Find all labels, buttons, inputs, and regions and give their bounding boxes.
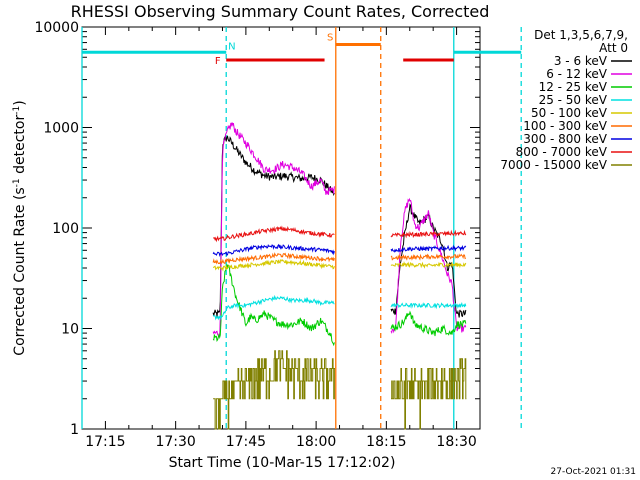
- series-line-8-seg1: [212, 225, 335, 243]
- x-tick-label: 18:15: [366, 434, 406, 450]
- legend-label: 6 - 12 keV: [546, 67, 608, 81]
- x-tick-label: 17:15: [85, 434, 125, 450]
- series-line-1-seg2: [390, 203, 467, 318]
- state-label-F: F: [215, 56, 221, 67]
- y-label-main: Corrected Count Rate (s: [12, 187, 28, 355]
- series-line-9-seg1: [213, 350, 335, 430]
- timestamp: 27-Oct-2021 01:31: [551, 467, 636, 477]
- attenuator-state-lines: [81, 27, 522, 429]
- data-series: [212, 122, 467, 430]
- state-label-N: N: [228, 41, 235, 52]
- y-tick-label: 1: [70, 422, 79, 438]
- x-tick-label: 18:30: [436, 434, 476, 450]
- series-line-2-seg1: [212, 122, 335, 338]
- series-line-4-seg2: [390, 302, 467, 310]
- legend-label: 300 - 800 keV: [523, 132, 607, 146]
- series-line-5-seg2: [390, 260, 467, 269]
- x-tick-label: 18:00: [296, 434, 336, 450]
- series-line-7-seg2: [390, 244, 467, 253]
- series-line-3-seg1: [212, 264, 335, 347]
- legend-label: 25 - 50 keV: [539, 93, 608, 107]
- legend-label: 800 - 7000 keV: [516, 145, 608, 159]
- y-label-mid: detector: [12, 115, 28, 179]
- x-tick-label: 17:30: [155, 434, 195, 450]
- y-tick-label: 100: [52, 221, 79, 237]
- y-label-sup2: -1: [12, 106, 22, 115]
- legend-label: 3 - 6 keV: [554, 54, 608, 68]
- y-label-sup1: -1: [12, 178, 22, 187]
- y-tick-label: 10000: [34, 20, 79, 36]
- series-line-2-seg2: [390, 197, 467, 334]
- series-line-4-seg1: [212, 294, 335, 321]
- y-tick-label: 10: [61, 322, 79, 338]
- series-line-6-seg1: [212, 252, 335, 265]
- state-bars: NF S: [82, 32, 522, 67]
- state-label-S: S: [327, 32, 333, 43]
- x-axis-label: Start Time (10-Mar-15 17:12:02): [169, 455, 396, 471]
- x-tick-label: 17:45: [226, 434, 266, 450]
- series-line-9-seg2: [391, 358, 467, 430]
- legend-header-2: Att 0: [599, 41, 628, 55]
- series-line-1-seg1: [212, 135, 335, 317]
- series-line-6-seg2: [390, 253, 466, 261]
- legend-label: 50 - 100 keV: [531, 106, 608, 120]
- series-line-3-seg2: [390, 310, 467, 337]
- axis-ticks: 17:15 17:30 17:45 18:00 18:15 18:30 1 10 100 1000…: [34, 20, 481, 450]
- y-label-end: ): [12, 100, 28, 105]
- legend-header-1: Det 1,3,5,6,7,9,: [534, 28, 628, 42]
- series-line-7-seg1: [212, 243, 335, 258]
- legend-label: 100 - 300 keV: [523, 119, 607, 133]
- legend-label: 7000 - 15000 keV: [500, 158, 607, 172]
- series-line-5-seg1: [212, 259, 335, 272]
- legend-label: 12 - 25 keV: [539, 80, 608, 94]
- y-axis-label: Corrected Count Rate (s-1 detector-1): [12, 100, 28, 355]
- y-tick-label: 1000: [43, 121, 79, 137]
- series-line-8-seg2: [390, 229, 467, 239]
- chart-title: RHESSI Observing Summary Count Rates, Co…: [71, 2, 490, 21]
